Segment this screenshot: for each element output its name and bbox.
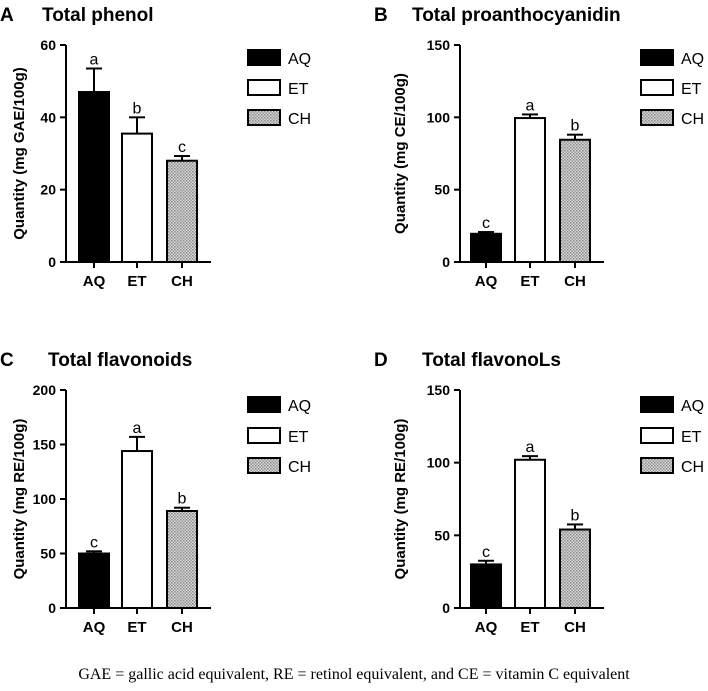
significance-letter: b (178, 491, 187, 508)
y-tick-label: 200 (33, 382, 57, 398)
bar-et (514, 117, 546, 263)
legend-label: CH (681, 111, 704, 128)
bar-ch (166, 509, 198, 609)
legend-label: ET (681, 429, 702, 446)
significance-letter: a (526, 97, 535, 114)
y-tick-label: 150 (33, 437, 57, 453)
bar-et (514, 458, 546, 610)
legend-label: AQ (681, 398, 704, 415)
panel-letter: D (374, 350, 388, 371)
x-tick-label: CH (171, 619, 193, 636)
bar-aq (78, 91, 110, 264)
significance-letter: c (482, 544, 490, 561)
x-tick-label: CH (564, 273, 586, 290)
y-tick-label: 50 (434, 182, 450, 198)
bar-aq (470, 563, 502, 610)
y-tick-label: 0 (442, 600, 450, 616)
legend-swatch-ch (640, 457, 674, 474)
legend-label: AQ (681, 51, 704, 68)
legend-label: CH (288, 111, 311, 128)
panel-title: Total proanthocyanidin (412, 5, 621, 26)
x-tick-label: ET (520, 273, 539, 290)
chart-panel-a: A Total phenol Quantity (mg GAE/100g) 0 20 40… (0, 5, 311, 290)
significance-letter: a (90, 52, 99, 69)
chart-panel-c: C Total flavonoids Quantity (mg RE/100g) 0 5… (0, 350, 311, 636)
chart-panel-b: B Total proanthocyanidin Quantity (mg CE/1… (374, 5, 704, 290)
bar-et (121, 450, 153, 610)
x-tick-label: AQ (83, 619, 106, 636)
legend-label: ET (288, 81, 309, 98)
y-tick-label: 0 (48, 254, 56, 270)
figure-caption: GAE = gallic acid equivalent, RE = retin… (78, 666, 630, 683)
panel-title: Total flavonoids (48, 350, 192, 371)
y-tick-label: 100 (33, 491, 57, 507)
x-tick-label: CH (171, 273, 193, 290)
bar-ch (166, 159, 198, 264)
x-tick-label: AQ (83, 273, 106, 290)
legend-swatch-ch (640, 109, 674, 126)
legend-label: AQ (288, 51, 311, 68)
bar-aq (78, 552, 110, 609)
bar-et (121, 132, 153, 263)
legend-swatch-ch (247, 457, 281, 474)
y-tick-label: 20 (40, 182, 56, 198)
bar-ch (559, 528, 591, 610)
y-axis-label: Quantity (mg RE/100g) (11, 419, 28, 580)
y-axis-label: Quantity (mg RE/100g) (392, 419, 409, 580)
legend-swatch-ch (247, 109, 281, 126)
y-tick-label: 150 (427, 382, 451, 398)
legend-swatch-et (640, 79, 674, 96)
panel-letter: B (374, 5, 388, 26)
legend-swatch-et (640, 427, 674, 444)
panel-letter: C (0, 350, 14, 371)
x-tick-label: ET (127, 619, 146, 636)
significance-letter: c (178, 139, 186, 156)
bar-aq (470, 232, 502, 263)
legend-swatch-aq (640, 396, 674, 413)
legend-swatch-aq (247, 396, 281, 413)
y-tick-label: 100 (427, 109, 451, 125)
significance-letter: b (133, 100, 142, 117)
y-tick-label: 50 (434, 527, 450, 543)
legend-label: ET (288, 429, 309, 446)
y-tick-label: 60 (40, 37, 56, 53)
x-tick-label: ET (127, 273, 146, 290)
x-tick-label: CH (564, 619, 586, 636)
y-tick-label: 50 (40, 546, 56, 562)
legend-label: CH (288, 459, 311, 476)
legend-swatch-aq (640, 49, 674, 66)
legend-swatch-aq (247, 49, 281, 66)
panel-title: Total phenol (42, 5, 154, 26)
x-tick-label: ET (520, 619, 539, 636)
y-axis-label: Quantity (mg GAE/100g) (11, 67, 28, 240)
significance-letter: b (571, 118, 580, 135)
x-tick-label: AQ (475, 619, 498, 636)
significance-letter: a (526, 439, 535, 456)
bar-ch (559, 138, 591, 263)
y-tick-label: 0 (48, 600, 56, 616)
legend-label: ET (681, 81, 702, 98)
panel-title: Total flavonoLs (422, 350, 561, 371)
significance-letter: c (90, 534, 98, 551)
significance-letter: a (133, 420, 142, 437)
y-axis-label: Quantity (mg CE/100g) (392, 73, 409, 234)
significance-letter: c (482, 215, 490, 232)
legend-label: CH (681, 459, 704, 476)
y-tick-label: 0 (442, 254, 450, 270)
chart-panel-d: D Total flavonoLs Quantity (mg RE/100g) 0 50… (374, 350, 704, 636)
y-tick-label: 150 (427, 37, 451, 53)
panel-letter: A (0, 5, 14, 26)
y-tick-label: 40 (40, 109, 56, 125)
y-tick-label: 100 (427, 455, 451, 471)
x-tick-label: AQ (475, 273, 498, 290)
legend-label: AQ (288, 398, 311, 415)
legend-swatch-et (247, 79, 281, 96)
significance-letter: b (571, 507, 580, 524)
legend-swatch-et (247, 427, 281, 444)
